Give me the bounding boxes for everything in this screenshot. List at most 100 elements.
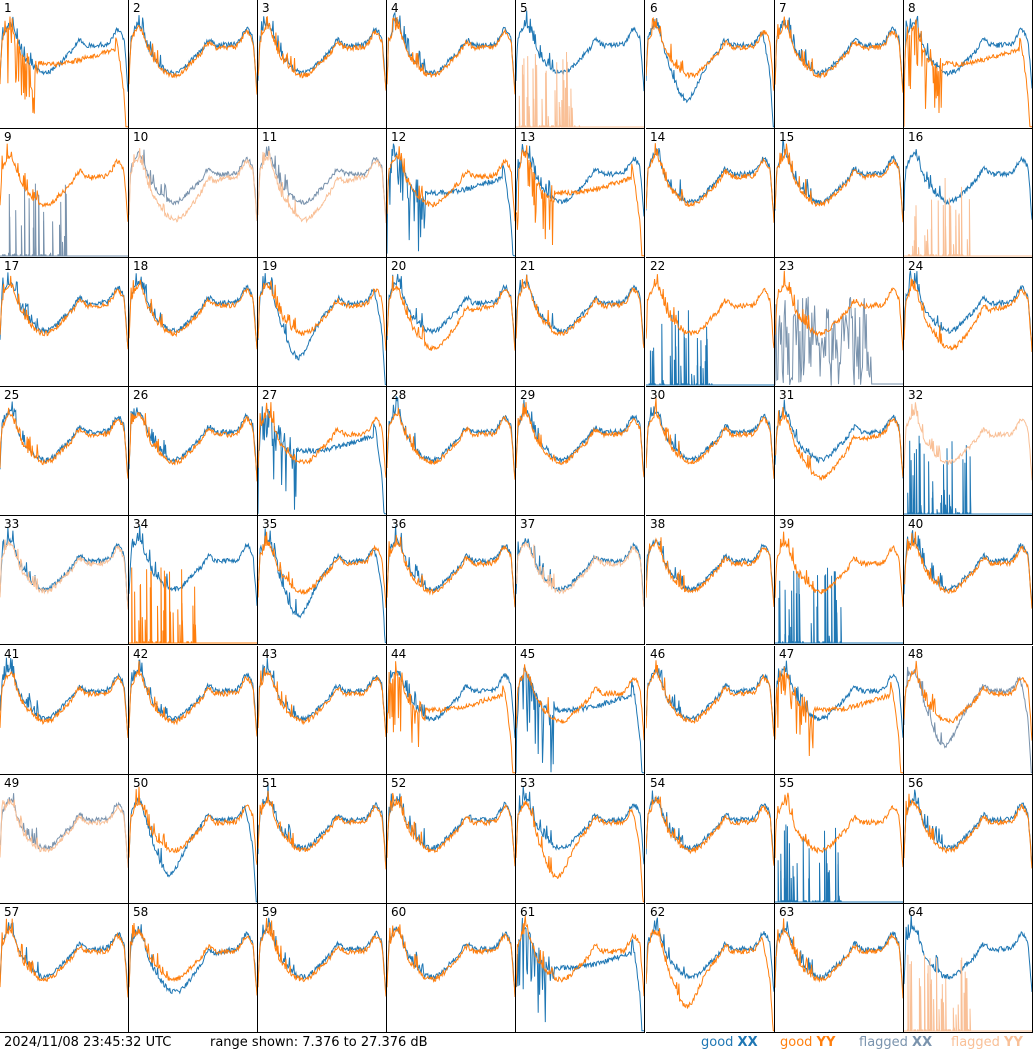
series-xx-13	[516, 144, 644, 217]
panel-plot-46	[646, 660, 774, 737]
panel-plot-16	[904, 149, 1032, 257]
series-xx-59	[258, 917, 386, 993]
panel-plot-20	[387, 273, 515, 351]
panel-plot-1	[0, 16, 128, 128]
series-xx-42	[129, 659, 257, 737]
panel-plot-15	[775, 138, 903, 223]
series-xx-19	[258, 273, 386, 386]
series-yy-7	[775, 16, 903, 93]
series-yy-2	[129, 24, 257, 95]
series-xx-3	[258, 16, 386, 91]
panel-label: 39	[779, 517, 795, 531]
panel-label: 51	[262, 776, 278, 790]
series-xx-26	[129, 407, 257, 475]
panel-47: 47	[775, 646, 904, 775]
series-xx-64	[904, 914, 1032, 992]
series-xx-24	[904, 270, 1032, 347]
panel-plot-37	[516, 538, 644, 608]
series-yy-29	[516, 402, 644, 478]
panel-label: 47	[779, 647, 795, 661]
series-yy-61	[516, 916, 644, 997]
panel-label: 19	[262, 259, 278, 273]
series-yy-56	[904, 793, 1032, 869]
panel-13: 13	[516, 129, 645, 258]
series-xx-49	[0, 793, 128, 864]
series-xx-36	[387, 525, 515, 607]
panel-38: 38	[646, 516, 775, 645]
panel-label: 46	[650, 647, 666, 661]
panel-plot-34	[129, 525, 257, 644]
series-xx-47	[775, 660, 903, 738]
series-yy-15	[775, 143, 903, 223]
panel-49: 49	[0, 775, 129, 904]
panel-plot-31	[775, 399, 903, 482]
series-yy-22	[646, 274, 774, 349]
panel-51: 51	[258, 775, 387, 904]
series-yy-23	[775, 270, 903, 351]
series-yy-47	[775, 666, 903, 774]
panel-label: 26	[133, 388, 149, 402]
panel-label: 55	[779, 776, 795, 790]
series-yy-5	[516, 51, 644, 128]
panel-label: 31	[779, 388, 795, 402]
series-yy-45	[516, 664, 644, 741]
panel-29: 29	[516, 387, 645, 516]
panel-42: 42	[129, 646, 258, 775]
series-xx-27	[258, 406, 386, 515]
panel-label: 59	[262, 905, 278, 919]
panel-label: 10	[133, 130, 149, 144]
panel-plot-50	[129, 786, 257, 903]
panel-label: 24	[908, 259, 924, 273]
panel-18: 18	[129, 258, 258, 387]
panel-plot-57	[0, 918, 128, 998]
panel-plot-59	[258, 917, 386, 997]
series-yy-36	[387, 534, 515, 608]
panel-43: 43	[258, 646, 387, 775]
series-yy-44	[387, 661, 515, 774]
panel-label: 61	[520, 905, 536, 919]
panel-label: 44	[391, 647, 407, 661]
panel-54: 54	[646, 775, 775, 904]
series-xx-45	[516, 667, 644, 774]
series-yy-11	[258, 150, 386, 224]
range-text: range shown: 7.376 to 27.376 dB	[210, 1035, 428, 1050]
series-yy-58	[129, 922, 257, 996]
series-xx-16	[904, 149, 1032, 220]
panel-label: 45	[520, 647, 536, 661]
series-xx-25	[0, 401, 128, 477]
panel-plot-51	[258, 784, 386, 870]
panel-label: 37	[520, 517, 536, 531]
panel-59: 59	[258, 904, 387, 1033]
panel-plot-38	[646, 537, 774, 607]
panel-label: 30	[650, 388, 666, 402]
series-xx-21	[516, 274, 644, 346]
series-xx-29	[516, 399, 644, 478]
panel-plot-35	[258, 528, 386, 644]
panel-plot-3	[258, 16, 386, 91]
panel-plot-32	[904, 402, 1032, 515]
panel-plot-28	[387, 396, 515, 480]
panel-plot-5	[516, 10, 644, 128]
panel-plot-53	[516, 786, 644, 903]
panel-plot-2	[129, 15, 257, 95]
panel-label: 42	[133, 647, 149, 661]
panel-7: 7	[775, 0, 904, 129]
series-yy-20	[387, 275, 515, 351]
series-xx-37	[516, 538, 644, 607]
panel-label: 16	[908, 130, 924, 144]
panel-31: 31	[775, 387, 904, 516]
series-yy-3	[258, 16, 386, 91]
panel-label: 21	[520, 259, 536, 273]
series-yy-21	[516, 274, 644, 349]
panel-63: 63	[775, 904, 904, 1033]
legend-flagged-xx: flagged XX	[859, 1035, 933, 1050]
series-yy-1	[0, 16, 128, 128]
panel-plot-9	[0, 143, 128, 257]
panel-plot-14	[646, 143, 774, 223]
panel-5: 5	[516, 0, 645, 129]
series-yy-52	[387, 792, 515, 867]
panel-label: 57	[4, 905, 20, 919]
panel-35: 35	[258, 516, 387, 645]
panel-label: 5	[520, 1, 528, 15]
